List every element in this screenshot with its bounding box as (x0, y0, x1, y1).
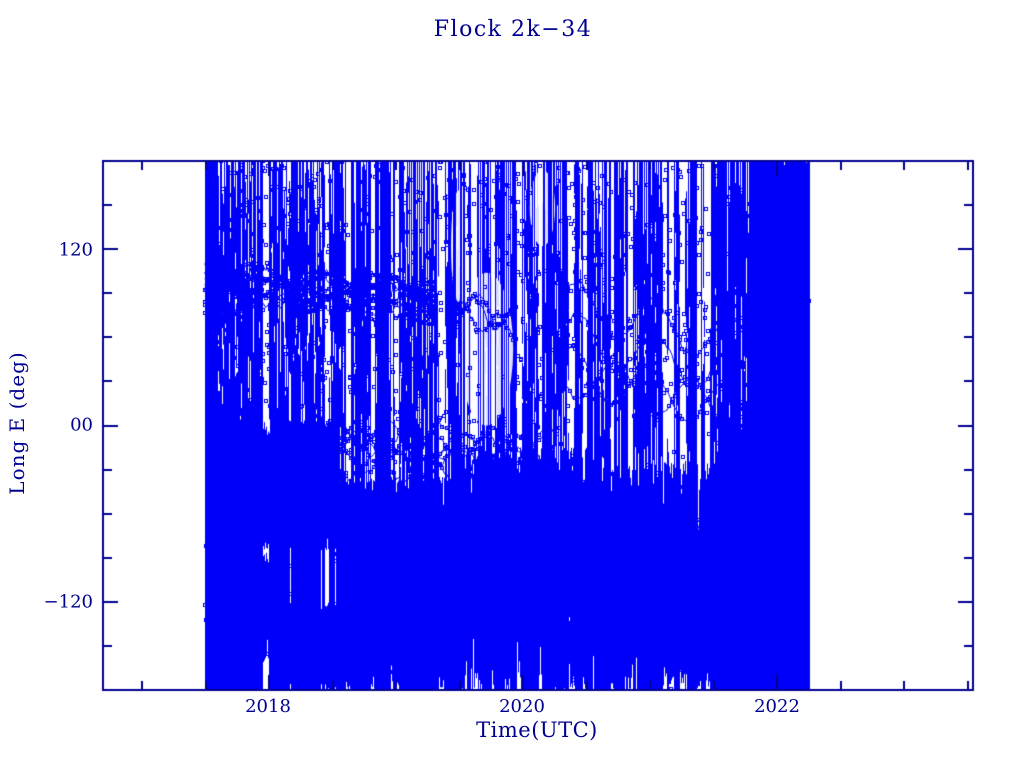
x-tick-label-2020: 2020 (499, 696, 545, 717)
y-tick-label-neg120: −120 (43, 591, 93, 613)
chart-title: Flock 2k−34 (433, 17, 593, 42)
x-tick-label-2022: 2022 (754, 696, 800, 717)
x-tick-label-2018: 2018 (245, 696, 291, 717)
y-axis-title: Long E (deg) (5, 351, 29, 495)
y-tick-label-120: 120 (58, 239, 93, 261)
y-tick-label-00: 00 (70, 414, 93, 436)
x-axis-title: Time(UTC) (476, 718, 598, 742)
